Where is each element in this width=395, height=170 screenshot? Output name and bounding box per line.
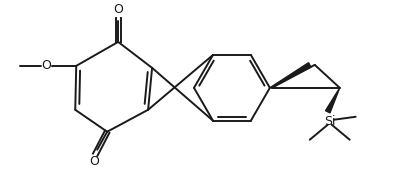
- Text: O: O: [41, 59, 51, 72]
- Polygon shape: [270, 63, 311, 88]
- Text: O: O: [113, 3, 123, 16]
- Text: Si: Si: [324, 115, 335, 128]
- Text: O: O: [89, 155, 99, 168]
- Polygon shape: [325, 88, 340, 113]
